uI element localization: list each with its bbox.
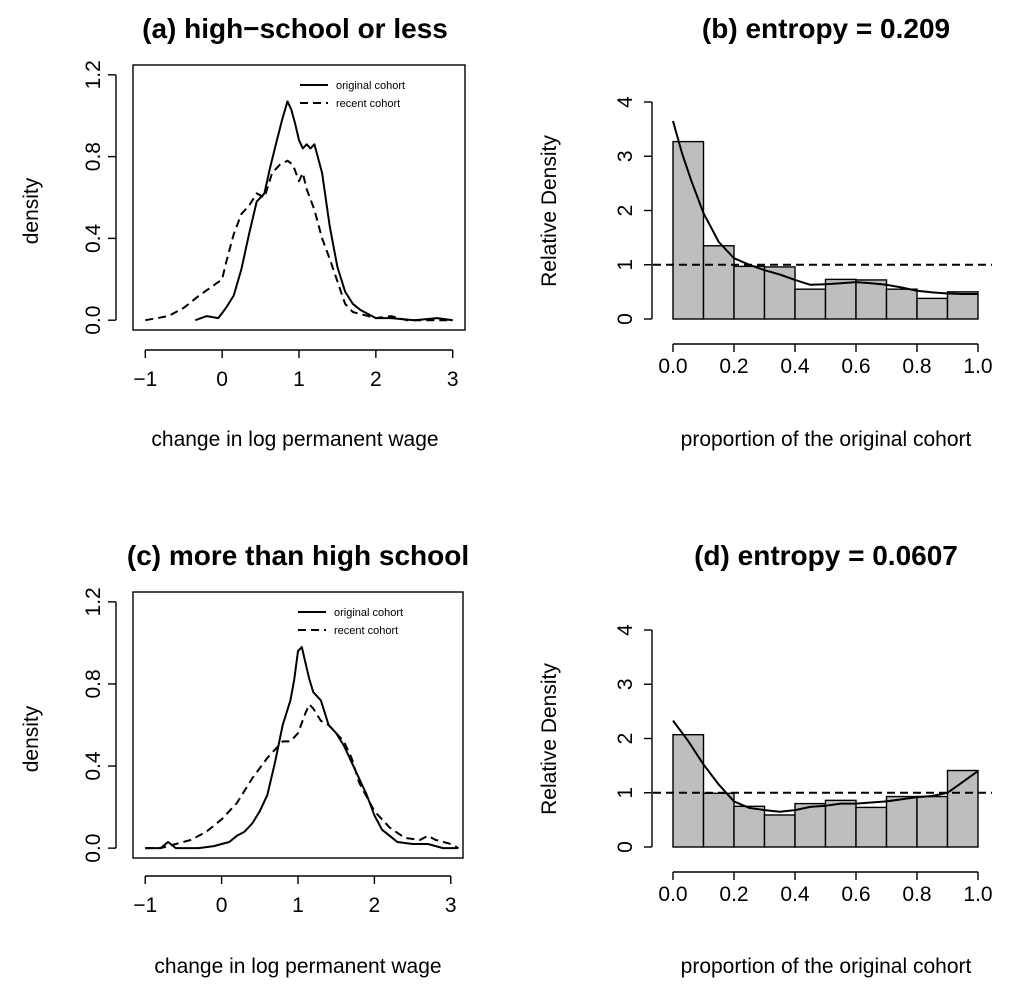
panel-c-ylabel: density xyxy=(20,705,43,772)
panel-a-x-tick-label: 0 xyxy=(216,368,228,391)
panel-b-smooth-curve xyxy=(672,120,978,295)
panel-a-x-tick-label: 3 xyxy=(447,368,459,391)
panel-c-series-original xyxy=(145,646,459,850)
panel-d-y-tick-label: 2 xyxy=(614,733,637,745)
panel-d-x-tick-label: 0.6 xyxy=(841,883,870,906)
panel-c-x-tick-label: 3 xyxy=(445,894,457,917)
panel-d-bar xyxy=(885,795,918,848)
panel-a-plot-frame xyxy=(132,64,466,331)
panel-b-title: (b) entropy = 0.209 xyxy=(702,13,950,44)
panel-d-title: (d) entropy = 0.0607 xyxy=(694,540,958,571)
panel-d-smooth-curve xyxy=(672,720,979,813)
panel-b-bar xyxy=(763,266,796,320)
panel-c-y-tick-label: 0.8 xyxy=(82,669,105,698)
panel-a-y-tick-label: 0.0 xyxy=(82,306,105,335)
panel-b-bar xyxy=(946,291,979,320)
panel-b-y-tick-label: 3 xyxy=(614,150,637,162)
panel-b-bar xyxy=(885,288,918,320)
panel-b-bar xyxy=(702,245,735,320)
panel-d: (d) entropy = 0.0607 Relative Density pr… xyxy=(538,540,993,978)
panel-d-x-tick-label: 0.8 xyxy=(902,883,931,906)
panel-a-legend-label: recent cohort xyxy=(336,98,400,110)
panel-c-series-recent xyxy=(145,703,459,850)
panel-b-y-tick-label: 2 xyxy=(614,205,637,217)
panel-b-x-tick-label: 0.6 xyxy=(841,355,870,378)
panel-b-bar xyxy=(855,279,888,320)
panel-d-x-tick-label: 0.0 xyxy=(658,883,687,906)
panel-b-x-tick-label: 0.8 xyxy=(902,355,931,378)
panel-b-bar xyxy=(916,297,949,320)
panel-a-x-tick-label: 1 xyxy=(293,368,305,391)
panel-d-ylabel: Relative Density xyxy=(538,663,561,815)
panel-a-xlabel: change in log permanent wage xyxy=(151,428,438,451)
panel-a: (a) high−school or less density change i… xyxy=(20,13,466,451)
panel-c-legend-label: recent cohort xyxy=(334,625,398,637)
panel-a-y-tick-label: 0.4 xyxy=(82,223,105,253)
panel-b-x-tick-label: 0.0 xyxy=(658,355,687,378)
panel-d-bar xyxy=(672,734,705,848)
panel-c-xlabel: change in log permanent wage xyxy=(154,955,441,978)
panel-d-bar xyxy=(855,806,888,848)
panel-c-y-tick-label: 1.2 xyxy=(82,587,105,616)
panel-a-series-recent xyxy=(145,159,453,322)
panel-c-x-tick-label: 0 xyxy=(216,894,228,917)
panel-b-x-tick-label: 0.4 xyxy=(780,355,810,378)
panel-d-x-tick-label: 1.0 xyxy=(963,883,992,906)
panel-b-y-tick-label: 0 xyxy=(614,313,637,325)
panel-c-legend-label: original cohort xyxy=(334,607,403,619)
panel-d-bar xyxy=(916,795,949,848)
panel-d-x-tick-label: 0.2 xyxy=(719,883,748,906)
panel-b: (b) entropy = 0.209 Relative Density pro… xyxy=(538,13,993,451)
panel-c-plot-frame xyxy=(132,591,464,859)
panel-d-y-tick-label: 3 xyxy=(614,678,637,690)
panel-c-x-tick-label: −1 xyxy=(133,894,157,917)
panel-a-series-original xyxy=(194,100,453,322)
panel-b-bar xyxy=(824,278,857,320)
panel-a-ylabel: density xyxy=(20,177,43,244)
panel-a-x-tick-label: −1 xyxy=(133,368,157,391)
panel-c: (c) more than high school density change… xyxy=(20,540,469,978)
panel-b-bar xyxy=(733,265,766,320)
panel-a-y-tick-label: 0.8 xyxy=(82,142,105,171)
panel-d-y-tick-label: 0 xyxy=(614,841,637,853)
panel-b-x-tick-label: 1.0 xyxy=(963,355,992,378)
panel-d-xlabel: proportion of the original cohort xyxy=(681,955,972,978)
panel-a-y-tick-label: 1.2 xyxy=(82,60,105,89)
panel-b-y-tick-label: 4 xyxy=(614,96,637,108)
panel-d-bar xyxy=(794,802,827,848)
panel-d-bar xyxy=(824,799,857,848)
panel-c-x-tick-label: 2 xyxy=(369,894,381,917)
panel-b-xlabel: proportion of the original cohort xyxy=(681,428,972,451)
panel-b-bar xyxy=(794,288,827,320)
panel-b-x-tick-label: 0.2 xyxy=(719,355,748,378)
panel-a-title: (a) high−school or less xyxy=(142,13,448,44)
panel-c-title: (c) more than high school xyxy=(127,540,469,571)
panel-d-bar xyxy=(733,805,766,848)
panel-a-x-tick-label: 2 xyxy=(370,368,382,391)
panel-b-bar xyxy=(672,140,705,320)
panel-d-y-tick-label: 4 xyxy=(614,624,637,636)
panel-d-bar xyxy=(763,814,796,848)
panel-a-legend-label: original cohort xyxy=(336,80,405,92)
panel-b-y-tick-label: 1 xyxy=(614,259,637,271)
panel-c-x-tick-label: 1 xyxy=(292,894,304,917)
panel-d-y-tick-label: 1 xyxy=(614,787,637,799)
panel-d-bar xyxy=(702,792,735,848)
panel-b-ylabel: Relative Density xyxy=(538,135,561,287)
panel-c-y-tick-label: 0.4 xyxy=(82,751,105,781)
panel-d-x-tick-label: 0.4 xyxy=(780,883,810,906)
panel-d-bar xyxy=(946,769,979,848)
panel-c-y-tick-label: 0.0 xyxy=(82,834,105,863)
